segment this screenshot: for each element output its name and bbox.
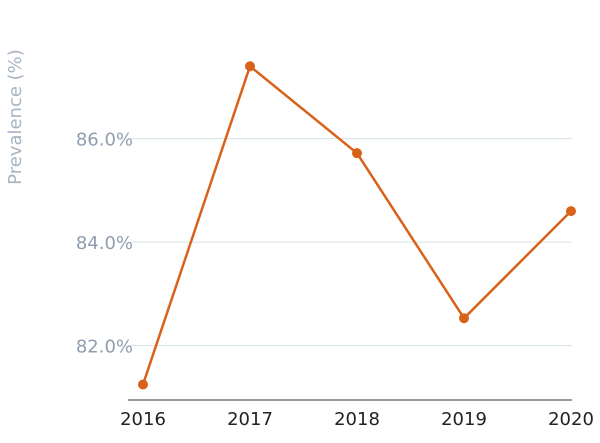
data-point[interactable] bbox=[245, 61, 255, 72]
x-tick-label: 2018 bbox=[334, 409, 380, 430]
y-tick-label: 86.0% bbox=[76, 130, 133, 151]
x-tick-label: 2016 bbox=[120, 409, 166, 430]
data-point[interactable] bbox=[138, 379, 148, 390]
x-tick-label: 2017 bbox=[227, 409, 273, 430]
y-axis-ticks: 82.0% 84.0% 86.0% bbox=[76, 130, 133, 358]
y-tick-label: 82.0% bbox=[76, 337, 133, 358]
series-line bbox=[141, 64, 572, 385]
data-point[interactable] bbox=[566, 206, 576, 217]
y-axis-title: Prevalence (%) bbox=[5, 49, 26, 185]
series-layer bbox=[138, 61, 576, 390]
x-tick-label: 2019 bbox=[441, 409, 487, 430]
data-point[interactable] bbox=[352, 148, 362, 159]
x-axis-ticks: 2016 2017 2018 2019 2020 bbox=[120, 409, 594, 430]
y-tick-label: 84.0% bbox=[76, 233, 133, 254]
data-point[interactable] bbox=[459, 313, 469, 324]
x-tick-label: 2020 bbox=[548, 409, 594, 430]
grid-layer bbox=[128, 138, 572, 347]
